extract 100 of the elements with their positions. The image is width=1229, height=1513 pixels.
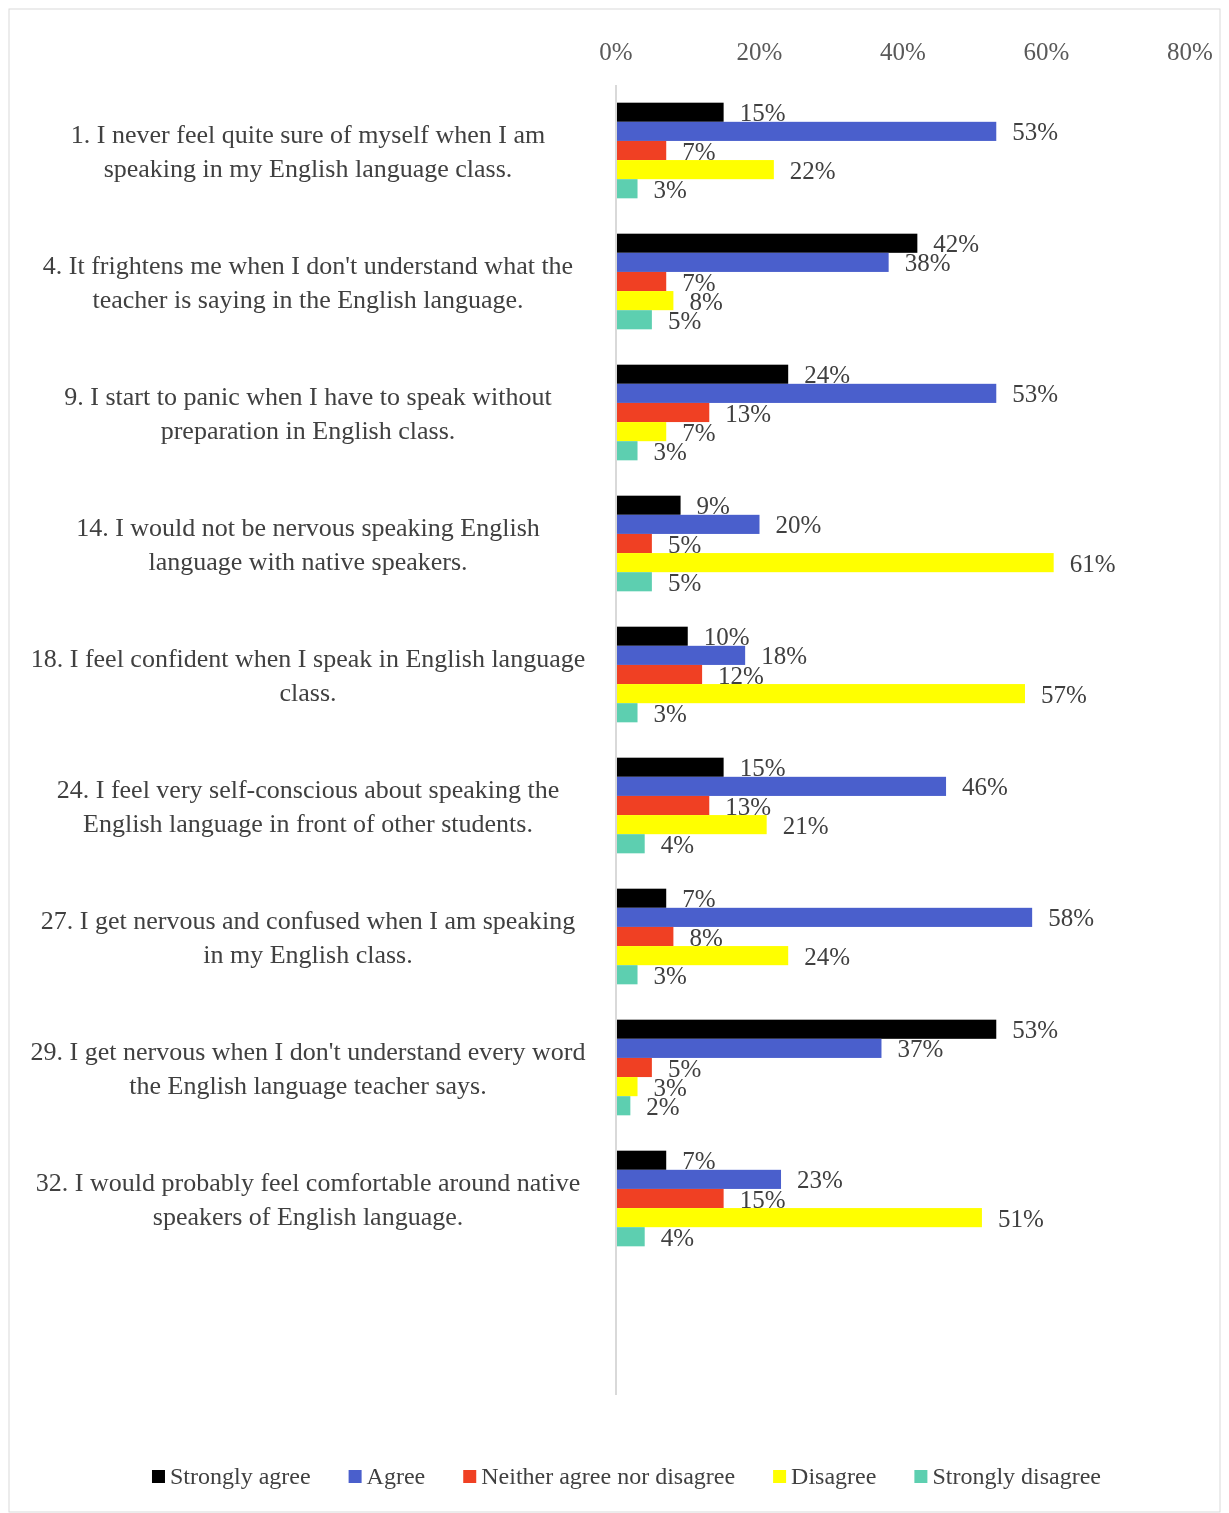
- data-label: 10%: [703, 623, 750, 651]
- data-label: 51%: [997, 1204, 1044, 1232]
- bar: [616, 888, 667, 908]
- data-label: 22%: [789, 156, 836, 184]
- data-label: 7%: [682, 885, 716, 913]
- bar: [616, 776, 947, 796]
- data-label: 8%: [689, 923, 723, 951]
- data-label: 3%: [653, 175, 687, 203]
- data-label: 12%: [718, 661, 764, 689]
- y-tick-label: 4. It frightens me when I don't understand what the teacher is saying in the English language.: [42, 250, 574, 314]
- bar: [616, 626, 688, 646]
- bar: [616, 965, 638, 985]
- bar: [616, 946, 789, 966]
- bar: [616, 1169, 782, 1189]
- y-tick-label: 27. I get nervous and confused when I am speaking in my English class.: [40, 905, 576, 969]
- legend-label: Strongly disagree: [932, 1463, 1102, 1489]
- bar: [616, 572, 652, 592]
- bar: [616, 140, 667, 161]
- legend-label: Disagree: [791, 1463, 877, 1489]
- legend-label: Strongly agree: [169, 1463, 311, 1489]
- data-label: 3%: [653, 699, 687, 727]
- data-label: 9%: [696, 492, 730, 520]
- data-label: 5%: [667, 568, 702, 596]
- bar: [616, 121, 997, 141]
- bar: [616, 252, 889, 272]
- bar: [616, 441, 638, 461]
- bar: [616, 1188, 724, 1209]
- y-tick-label: 32. I would probably feel comfortable around native speakers of English language.: [35, 1167, 581, 1231]
- data-label: 23%: [797, 1166, 843, 1194]
- bar: [616, 907, 1033, 927]
- x-tick-label: 20%: [736, 38, 783, 65]
- data-label: 13%: [725, 792, 772, 820]
- bar: [616, 1208, 982, 1228]
- bar: [616, 1077, 638, 1097]
- bar: [616, 757, 724, 777]
- bar: [616, 495, 681, 515]
- data-label: 7%: [682, 1147, 716, 1175]
- x-tick-label: 60%: [1023, 38, 1070, 65]
- bar: [616, 795, 710, 816]
- data-label: 13%: [725, 399, 772, 427]
- data-label: 53%: [1012, 118, 1059, 146]
- bar: [616, 102, 724, 122]
- bar: [616, 1038, 882, 1058]
- bar: [616, 664, 703, 685]
- bar: [616, 1019, 997, 1039]
- y-tick-label: 9. I start to panic when I have to speak without preparation in English class.: [64, 381, 553, 445]
- bar: [616, 815, 767, 835]
- x-tick-label: 40%: [880, 38, 926, 65]
- data-label: 4%: [660, 1223, 695, 1251]
- y-tick-label: 24. I feel very self-conscious about speaking the English language in front of other students.: [56, 774, 560, 838]
- bar: [616, 364, 789, 384]
- bar: [616, 160, 774, 180]
- data-label: 15%: [739, 1185, 786, 1213]
- y-tick-label: 29. I get nervous when I don't understand every word the English language teacher says.: [30, 1036, 586, 1100]
- data-label: 58%: [1048, 904, 1094, 932]
- bar: [616, 233, 918, 253]
- bar: [616, 533, 652, 554]
- data-label: 53%: [1012, 380, 1059, 408]
- data-label: 57%: [1040, 680, 1087, 708]
- data-label: 46%: [962, 773, 1008, 801]
- y-tick-label: 1. I never feel quite sure of myself when I am speaking in my English language class.: [70, 119, 546, 183]
- bar: [616, 684, 1025, 704]
- legend-label: Neither agree nor disagree: [481, 1463, 736, 1489]
- bar: [616, 926, 674, 947]
- bar: [616, 271, 667, 292]
- data-label: 53%: [1012, 1016, 1059, 1044]
- data-label: 20%: [775, 511, 822, 539]
- y-tick-label: 18. I feel confident when I speak in English language class.: [30, 643, 586, 707]
- data-label: 24%: [804, 361, 851, 389]
- data-label: 15%: [739, 99, 786, 127]
- data-label: 7%: [682, 137, 716, 165]
- bar: [616, 514, 760, 534]
- bar: [616, 291, 674, 311]
- bar: [616, 645, 746, 665]
- x-tick-label: 80%: [1167, 38, 1213, 65]
- x-tick-label: 0%: [599, 38, 633, 65]
- legend-label: Agree: [366, 1463, 426, 1489]
- bar: [616, 383, 997, 403]
- bar: [616, 402, 710, 423]
- data-label: 4%: [660, 830, 695, 858]
- bar: [616, 1057, 652, 1078]
- data-label: 3%: [653, 961, 687, 989]
- bar: [616, 1096, 631, 1116]
- bar: [616, 422, 667, 442]
- data-label: 18%: [761, 642, 807, 670]
- data-label: 37%: [897, 1035, 944, 1063]
- y-tick-label: 14. I would not be nervous speaking English language with native speakers.: [76, 512, 540, 576]
- bar: [616, 310, 652, 330]
- data-label: 15%: [739, 754, 786, 782]
- data-label: 21%: [782, 811, 829, 839]
- bar: [616, 1227, 645, 1247]
- data-label: 61%: [1069, 549, 1116, 577]
- data-label: 24%: [804, 942, 851, 970]
- data-label: 5%: [667, 530, 702, 558]
- bar: [616, 179, 638, 199]
- bar: [616, 1150, 667, 1170]
- data-label: 7%: [682, 418, 716, 446]
- bar: [616, 834, 645, 854]
- bar: [616, 703, 638, 723]
- bar: [616, 553, 1054, 573]
